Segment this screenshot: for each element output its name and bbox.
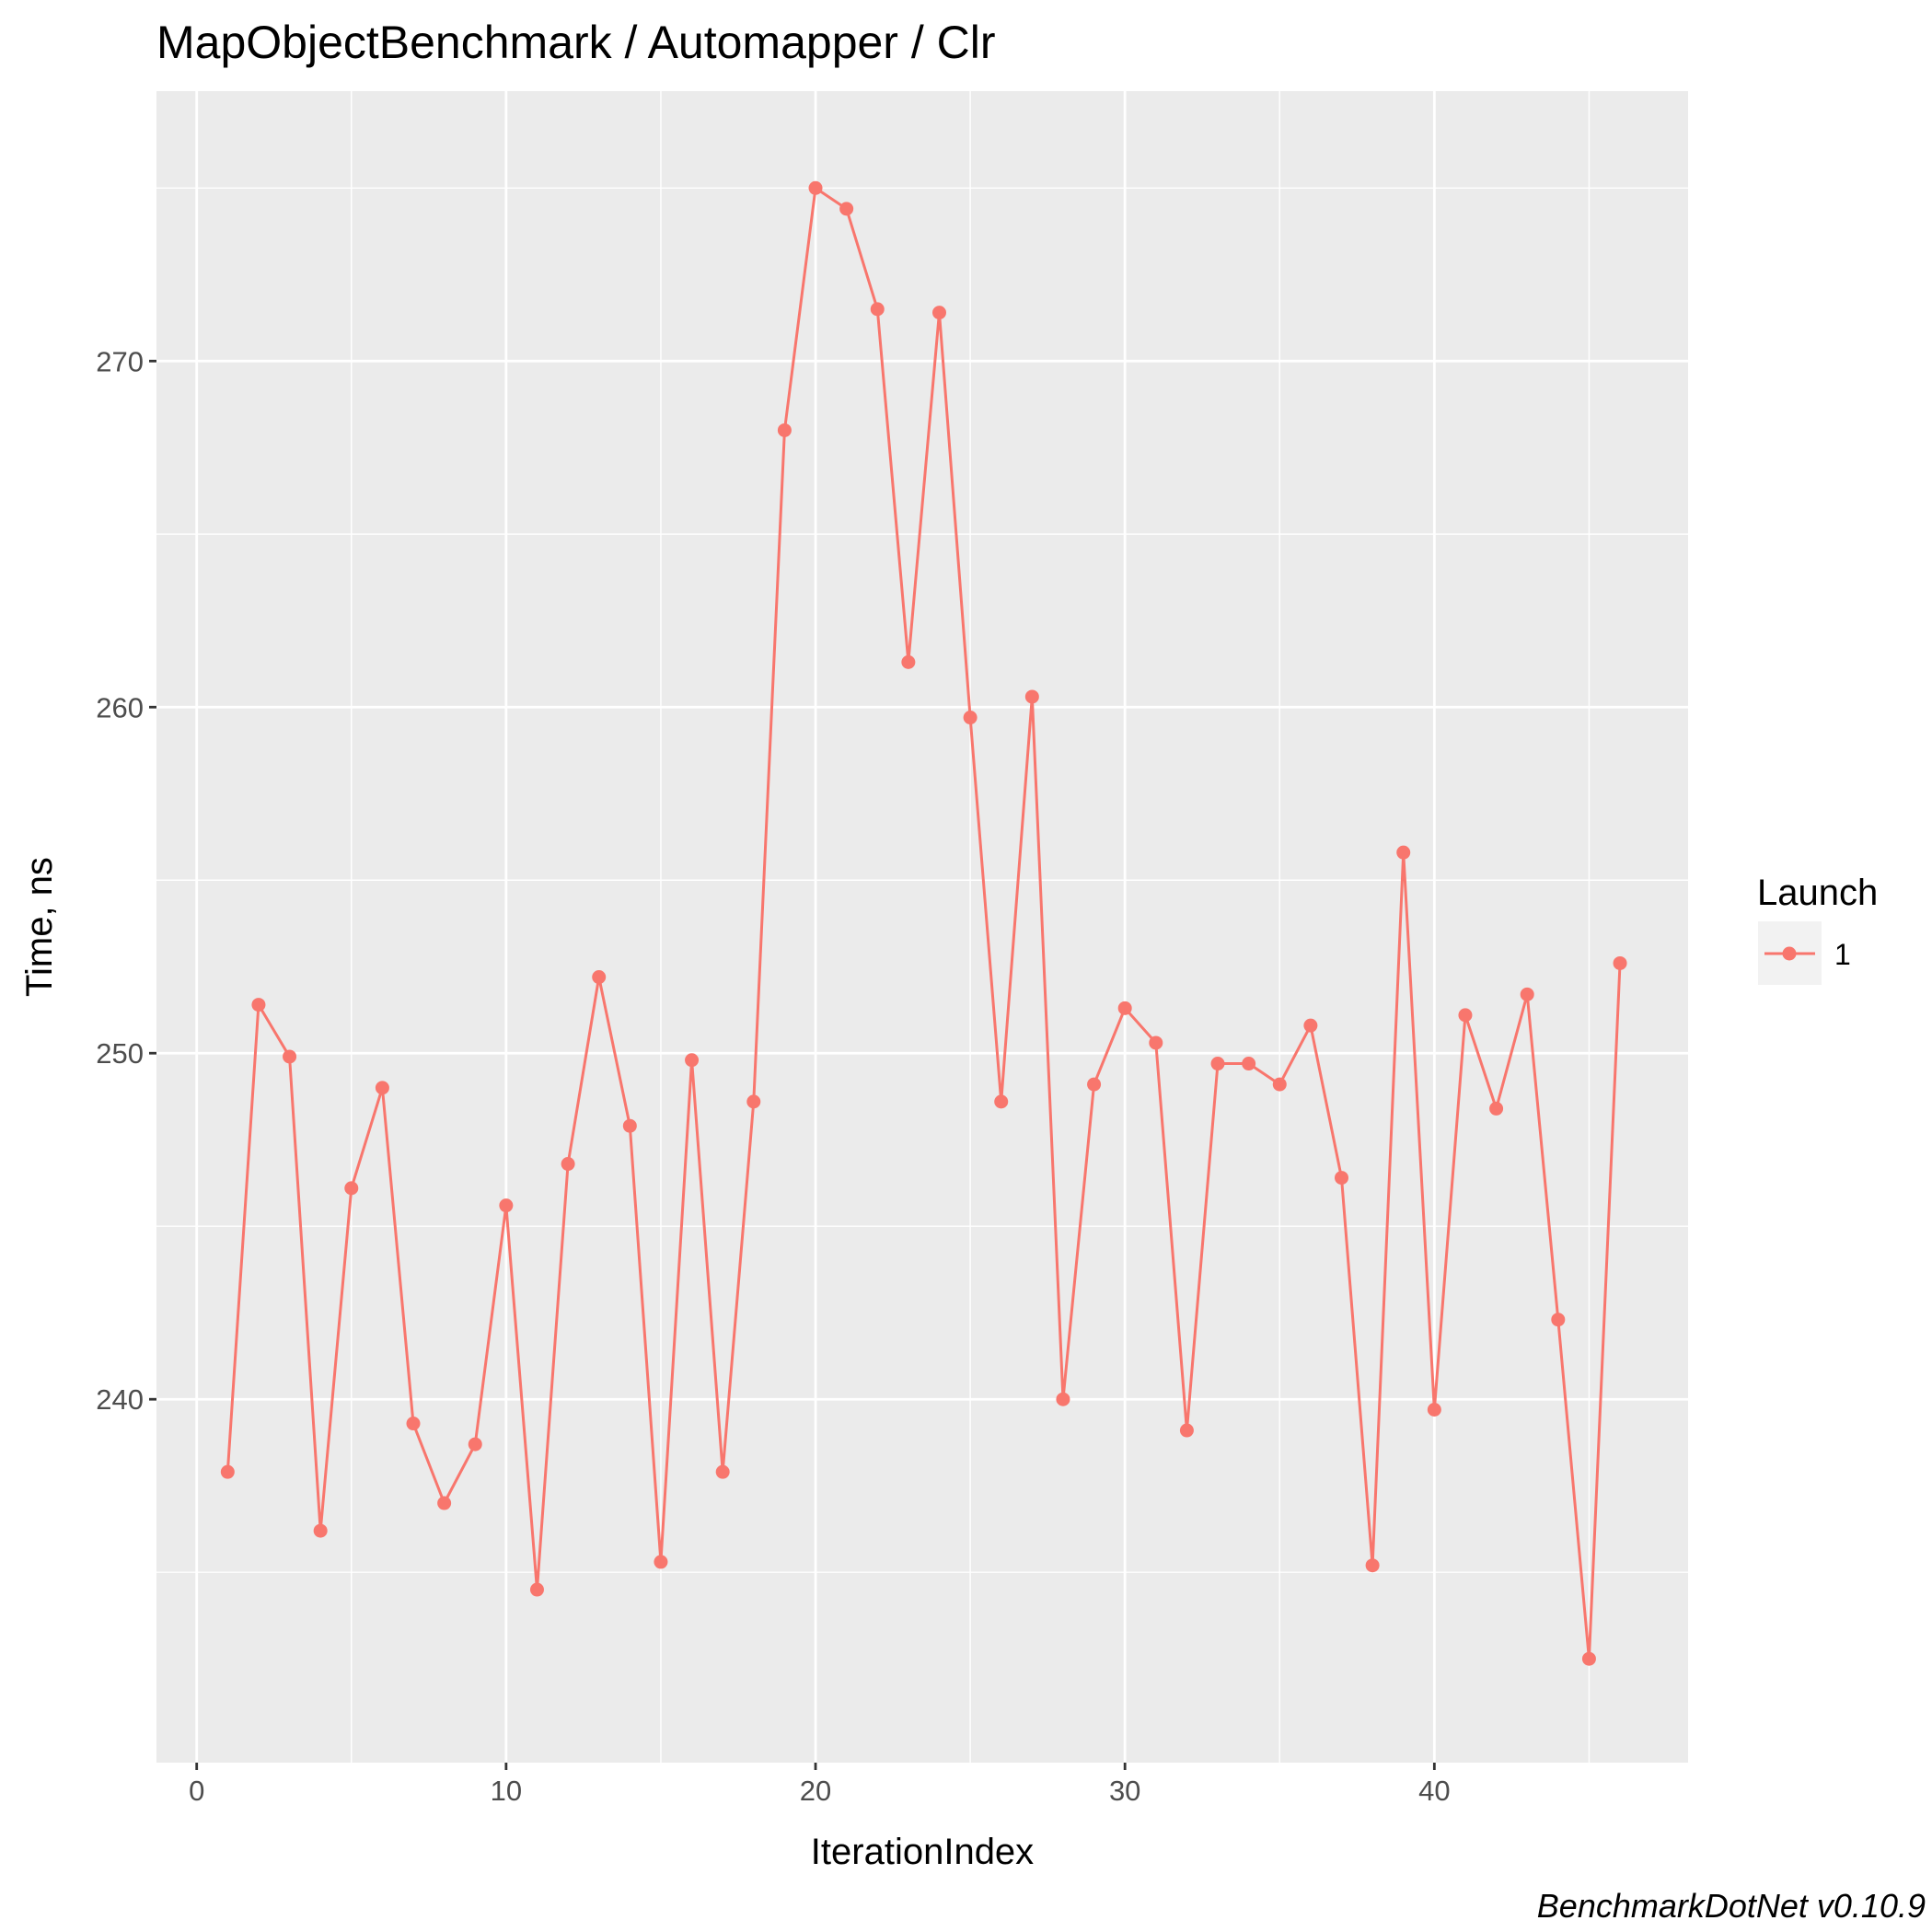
data-point bbox=[313, 1523, 328, 1538]
x-tick-label: 40 bbox=[1418, 1775, 1450, 1807]
data-point bbox=[1179, 1423, 1194, 1438]
x-axis-title: IterationIndex bbox=[811, 1832, 1034, 1872]
data-point bbox=[746, 1094, 761, 1109]
x-tick-label: 20 bbox=[800, 1775, 831, 1807]
y-tick-label: 260 bbox=[96, 691, 144, 723]
minor-gridlines bbox=[156, 91, 1688, 1763]
data-point bbox=[685, 1053, 700, 1068]
data-point bbox=[654, 1555, 668, 1569]
data-point bbox=[839, 202, 854, 216]
data-point bbox=[901, 654, 916, 669]
data-point bbox=[1520, 987, 1534, 1001]
y-axis-title: Time, ns bbox=[19, 857, 60, 997]
series-line bbox=[226, 186, 1622, 1660]
data-point bbox=[622, 1118, 637, 1133]
y-tick-label: 240 bbox=[96, 1383, 144, 1416]
y-tick-label: 250 bbox=[96, 1037, 144, 1070]
data-point bbox=[715, 1464, 730, 1479]
data-point bbox=[1613, 955, 1627, 970]
data-point bbox=[1335, 1171, 1348, 1186]
data-point bbox=[808, 180, 823, 195]
chart-title: MapObjectBenchmark / Automapper / Clr bbox=[156, 17, 996, 68]
data-point bbox=[529, 1582, 544, 1597]
data-point bbox=[283, 1049, 297, 1064]
data-point bbox=[344, 1181, 359, 1196]
legend-title: Launch bbox=[1757, 873, 1878, 913]
data-point bbox=[437, 1496, 452, 1510]
y-axis: 240 250 260 270 bbox=[96, 345, 156, 1416]
plot-panel bbox=[156, 91, 1688, 1763]
x-axis: 0 10 20 30 40 bbox=[189, 1763, 1451, 1807]
data-point bbox=[1489, 1101, 1504, 1116]
major-gridlines bbox=[156, 91, 1688, 1763]
y-tick-label: 270 bbox=[96, 345, 144, 377]
data-point bbox=[1396, 845, 1411, 860]
data-point bbox=[468, 1437, 482, 1452]
x-tick-label: 0 bbox=[189, 1775, 204, 1807]
data-point bbox=[375, 1081, 389, 1095]
data-point bbox=[406, 1417, 421, 1431]
data-point bbox=[1056, 1392, 1070, 1406]
data-point bbox=[994, 1094, 1009, 1109]
data-point bbox=[963, 711, 978, 725]
data-point bbox=[1581, 1651, 1596, 1666]
x-tick-label: 30 bbox=[1109, 1775, 1140, 1807]
data-point bbox=[1149, 1035, 1163, 1050]
data-point bbox=[220, 1464, 235, 1479]
caption: BenchmarkDotNet v0.10.9 bbox=[1537, 1887, 1926, 1925]
data-point bbox=[499, 1198, 514, 1213]
data-point bbox=[1427, 1403, 1441, 1417]
data-point bbox=[561, 1157, 575, 1172]
data-point bbox=[1024, 689, 1039, 704]
data-point bbox=[1458, 1008, 1473, 1023]
legend: Launch 1 bbox=[1757, 873, 1878, 985]
data-point bbox=[251, 998, 266, 1012]
data-point bbox=[1210, 1057, 1225, 1071]
data-point bbox=[1303, 1018, 1318, 1033]
data-point bbox=[1117, 1001, 1132, 1015]
data-point bbox=[592, 970, 607, 985]
data-point bbox=[1272, 1077, 1287, 1092]
x-tick-label: 10 bbox=[491, 1775, 522, 1807]
data-point bbox=[777, 422, 792, 437]
data-point bbox=[931, 306, 946, 320]
data-point bbox=[1551, 1313, 1566, 1327]
series-layer bbox=[220, 180, 1627, 1666]
data-point bbox=[1087, 1077, 1102, 1092]
legend-label: 1 bbox=[1834, 938, 1851, 971]
legend-key-point bbox=[1782, 946, 1797, 961]
data-point bbox=[1242, 1057, 1256, 1071]
data-point bbox=[1365, 1558, 1380, 1573]
data-point bbox=[870, 302, 885, 317]
